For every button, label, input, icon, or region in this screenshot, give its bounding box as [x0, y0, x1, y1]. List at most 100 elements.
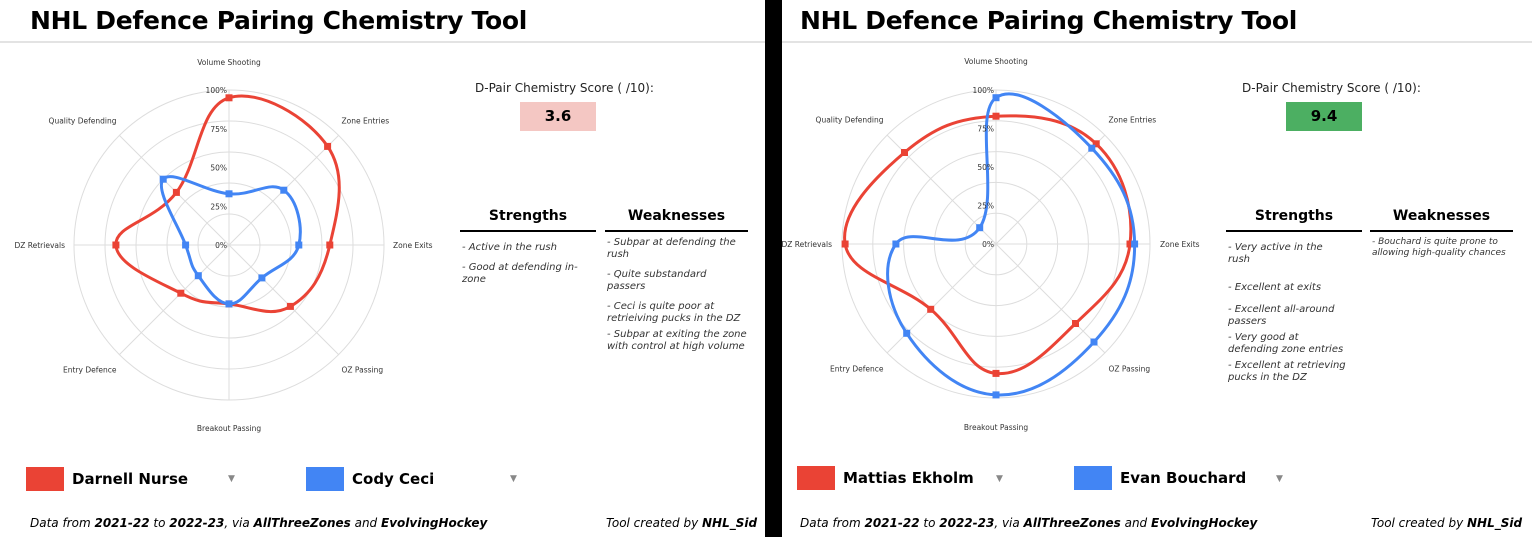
axis-label: Breakout Passing	[964, 423, 1028, 432]
player-color-swatch	[797, 466, 835, 490]
data-point	[992, 391, 1000, 399]
title-divider	[782, 41, 1532, 43]
data-point	[1126, 240, 1134, 248]
data-point	[324, 142, 332, 150]
strengths-divider	[1226, 230, 1362, 232]
axis-label: Zone Exits	[393, 241, 433, 250]
strength-item: - Excellent all-around passers	[1228, 304, 1335, 327]
dropdown-caret-icon[interactable]: ▼	[510, 474, 517, 484]
axis-label: OZ Passing	[1109, 365, 1151, 374]
data-point	[112, 241, 120, 249]
axis-label: Zone Exits	[1160, 240, 1200, 249]
data-source-footer: Data from 2021-22 to 2022-23, via AllThr…	[800, 516, 1258, 530]
axis-label: DZ Retrievals	[782, 240, 832, 249]
data-source-footer: Data from 2021-22 to 2022-23, via AllThr…	[30, 516, 488, 530]
data-point	[225, 190, 233, 198]
player-color-swatch	[306, 467, 344, 491]
panel-left: NHL Defence Pairing Chemistry Tool Volum…	[0, 0, 765, 537]
data-point	[172, 188, 180, 196]
strength-item: - Excellent at retrieving pucks in the D…	[1228, 360, 1346, 383]
score-label: D-Pair Chemistry Score ( /10):	[1242, 81, 1421, 95]
player-select-2[interactable]: Evan Bouchard	[1074, 465, 1246, 491]
player-name: Evan Bouchard	[1120, 469, 1247, 487]
data-point	[992, 94, 1000, 102]
data-point	[992, 112, 1000, 120]
weakness-item: - Subpar at defending the rush	[607, 237, 736, 260]
dropdown-caret-icon[interactable]: ▼	[228, 474, 235, 484]
series-line	[114, 94, 341, 314]
strength-item: - Very good at defending zone entries	[1228, 332, 1344, 355]
data-point	[1090, 338, 1098, 346]
axis-spoke	[995, 134, 1106, 245]
data-point	[295, 241, 303, 249]
data-point	[286, 302, 294, 310]
player-color-swatch	[26, 467, 64, 491]
strengths-heading: Strengths	[488, 208, 568, 224]
data-point	[177, 289, 185, 297]
strength-item: - Excellent at exits	[1228, 282, 1322, 293]
data-point	[182, 241, 190, 249]
player-color-swatch	[1074, 466, 1112, 490]
panel-right: NHL Defence Pairing Chemistry Tool Volum…	[782, 0, 1532, 537]
axis-label: Volume Shooting	[197, 58, 261, 67]
strengths-list: - Active in the rush - Good at defending…	[462, 242, 582, 294]
axis-label: Entry Defence	[830, 365, 884, 374]
weaknesses-heading: Weaknesses	[627, 208, 726, 224]
data-point	[927, 305, 935, 313]
player-name: Cody Ceci	[352, 470, 435, 488]
data-point	[901, 149, 908, 156]
axis-spoke	[119, 244, 230, 355]
data-point	[280, 186, 288, 194]
tick-label: 0%	[215, 241, 227, 250]
score-value: 9.4	[1286, 102, 1362, 131]
dropdown-caret-icon[interactable]: ▼	[996, 474, 1003, 484]
weakness-item: - Quite substandard passers	[607, 269, 707, 292]
player-select-1[interactable]: Darnell Nurse	[26, 466, 188, 492]
weakness-item: - Bouchard is quite prone to allowing hi…	[1372, 237, 1506, 258]
weakness-item: - Subpar at exiting the zone with contro…	[607, 329, 747, 352]
data-point	[326, 241, 334, 249]
player-select-2[interactable]: Cody Ceci	[306, 466, 434, 492]
page-title: NHL Defence Pairing Chemistry Tool	[30, 6, 528, 35]
axis-label: Quality Defending	[49, 117, 117, 126]
player-select-1[interactable]: Mattias Ekholm	[797, 465, 974, 491]
data-point	[225, 94, 233, 102]
tick-label: 50%	[210, 164, 227, 173]
strengths-heading: Strengths	[1254, 208, 1334, 224]
player-name: Mattias Ekholm	[843, 469, 974, 487]
title-divider	[0, 41, 765, 43]
tick-label: 25%	[210, 202, 227, 211]
tick-label: 75%	[977, 125, 994, 134]
data-point	[1088, 144, 1096, 152]
data-point	[225, 300, 233, 308]
strengths-divider	[460, 230, 596, 232]
weaknesses-heading: Weaknesses	[1392, 208, 1491, 224]
data-point	[1131, 240, 1139, 248]
radar-chart: Volume Shooting Zone Entries Zone Exits OZ …	[782, 57, 1200, 432]
weaknesses-list: - Bouchard is quite prone to allowing hi…	[1372, 237, 1512, 267]
strength-item: - Active in the rush	[462, 242, 557, 253]
data-point	[976, 224, 984, 232]
axis-label: Quality Defending	[816, 116, 884, 125]
axis-label: DZ Retrievals	[14, 241, 65, 250]
data-point	[1092, 140, 1100, 148]
tick-label: 25%	[977, 202, 994, 211]
tick-label: 75%	[210, 125, 227, 134]
data-point	[992, 369, 1000, 377]
tick-label: 100%	[973, 86, 994, 95]
strength-item: - Good at defending in-zone	[462, 262, 578, 285]
data-point	[159, 175, 167, 183]
credit-footer: Tool created by NHL_Sid	[1371, 516, 1523, 530]
strengths-list: - Very active in the rush - Excellent at…	[1228, 242, 1346, 392]
weaknesses-divider	[605, 230, 748, 232]
weaknesses-list: - Subpar at defending the rush - Quite s…	[607, 237, 747, 361]
tick-label: 0%	[982, 240, 994, 249]
data-point	[1072, 320, 1079, 327]
player-name: Darnell Nurse	[72, 470, 189, 488]
dropdown-caret-icon[interactable]: ▼	[1276, 474, 1283, 484]
score-value: 3.6	[520, 102, 596, 131]
page-title: NHL Defence Pairing Chemistry Tool	[800, 6, 1298, 35]
axis-label: Entry Defence	[63, 366, 117, 375]
axis-label: Zone Entries	[342, 117, 390, 126]
strength-item: - Very active in the rush	[1228, 242, 1323, 265]
